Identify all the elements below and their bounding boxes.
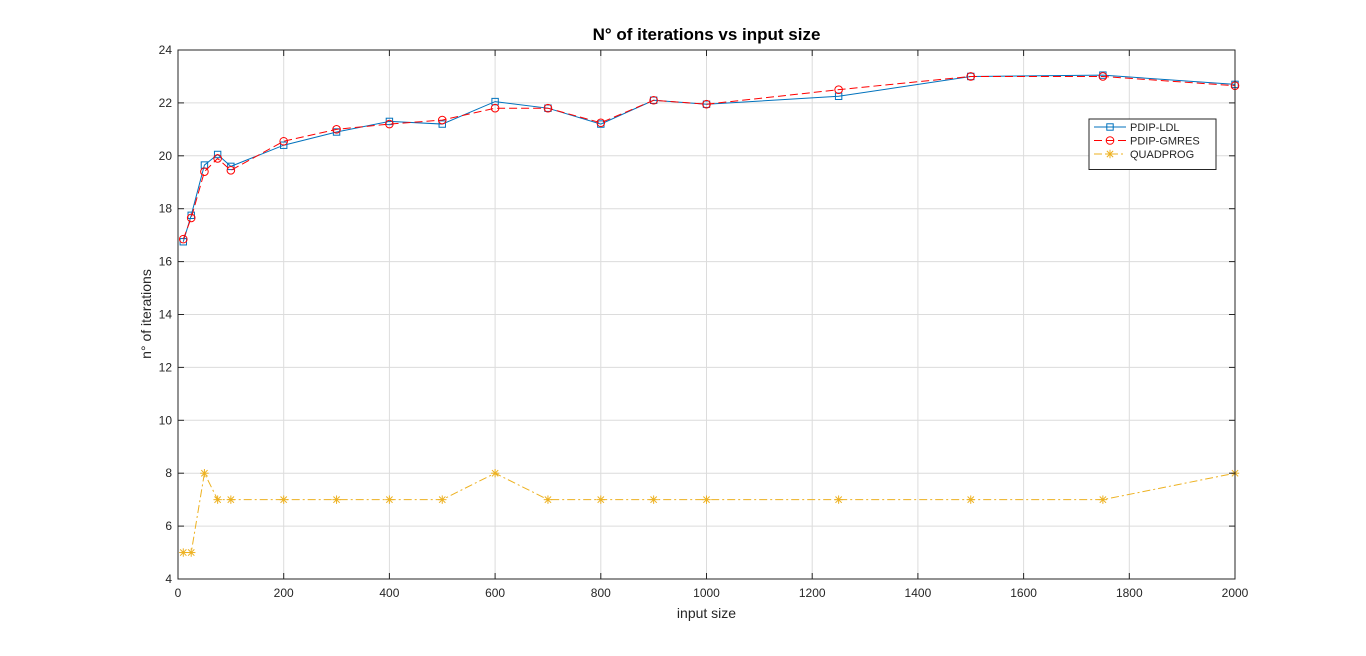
legend-pdip-ldl-item: PDIP-LDL bbox=[1094, 122, 1180, 134]
series-quadprog-point-marker bbox=[385, 495, 394, 504]
series-pdip-ldl bbox=[179, 71, 1239, 246]
series-pdip-gmres-point-marker bbox=[178, 234, 188, 244]
series-pdip-gmres-point-marker bbox=[385, 119, 394, 129]
legend-quadprog-swatch-marker bbox=[1105, 149, 1115, 159]
legend-quadprog-label: QUADPROG bbox=[1130, 149, 1194, 161]
series-pdip-ldl-point-marker bbox=[227, 162, 235, 171]
series-pdip-ldl-point-marker bbox=[280, 141, 288, 149]
chart-title: N° of iterations vs input size bbox=[593, 25, 821, 44]
y-tick-label: 10 bbox=[159, 413, 173, 427]
series-quadprog-point-marker bbox=[966, 495, 975, 504]
x-tick-label: 1600 bbox=[1010, 586, 1037, 600]
x-tick-label: 2000 bbox=[1222, 586, 1249, 600]
legend-pdip-ldl-swatch-marker bbox=[1106, 123, 1114, 131]
series-quadprog-point-marker bbox=[226, 495, 236, 504]
series-quadprog-point-marker bbox=[213, 495, 222, 504]
series-pdip-gmres-point-marker bbox=[543, 103, 553, 113]
y-tick-label: 12 bbox=[159, 360, 173, 374]
series-quadprog-point-marker bbox=[490, 469, 500, 478]
series-quadprog-point-marker bbox=[834, 495, 843, 504]
series-pdip-gmres-point-marker bbox=[279, 136, 289, 146]
tick-labels: 0 200 400 600 800 1000 1200 1400 1600 1800 2000 4 6 8… bbox=[159, 43, 1249, 600]
x-tick-label: 200 bbox=[274, 586, 294, 600]
y-axis-label: n° of iterations bbox=[138, 269, 154, 359]
x-axis-label: input size bbox=[677, 605, 736, 621]
y-tick-label: 18 bbox=[159, 202, 173, 216]
series-pdip-gmres-line bbox=[182, 75, 1236, 240]
x-tick-label: 600 bbox=[485, 586, 505, 600]
y-tick-label: 4 bbox=[165, 572, 172, 586]
x-tick-label: 800 bbox=[591, 586, 611, 600]
series-pdip-gmres-point-marker bbox=[490, 103, 500, 113]
series-pdip-gmres-point-marker bbox=[213, 154, 222, 163]
x-tick-label: 1400 bbox=[905, 586, 932, 600]
series-pdip-ldl-point-marker bbox=[213, 150, 222, 159]
series-pdip-gmres-point-marker bbox=[966, 72, 976, 81]
series-quadprog-point-marker bbox=[649, 495, 658, 504]
legend-pdip-gmres-item: PDIP-GMRES bbox=[1094, 136, 1200, 148]
series-quadprog-point-marker bbox=[543, 495, 553, 504]
legend-pdip-gmres-swatch-marker bbox=[1105, 136, 1115, 145]
axes bbox=[177, 49, 1236, 580]
series-pdip-gmres-point-marker bbox=[226, 166, 236, 175]
series-pdip-gmres-point-marker bbox=[649, 95, 658, 105]
series-quadprog-point-marker bbox=[279, 495, 288, 504]
series-pdip-gmres-point-marker bbox=[332, 125, 341, 134]
series-quadprog-point-marker bbox=[596, 495, 605, 504]
series-pdip-gmres-point-marker bbox=[200, 167, 209, 176]
series-quadprog-point-marker bbox=[179, 548, 188, 557]
y-tick-label: 22 bbox=[159, 96, 173, 110]
series-quadprog-line bbox=[183, 471, 1236, 554]
series-quadprog bbox=[179, 469, 1240, 557]
y-tick-label: 6 bbox=[165, 519, 172, 533]
series-pdip-gmres-point-marker bbox=[437, 115, 447, 125]
x-tick-label: 1000 bbox=[693, 586, 720, 600]
y-tick-label: 8 bbox=[165, 466, 172, 480]
series-quadprog-point-marker bbox=[187, 548, 196, 557]
series-quadprog-point-marker bbox=[1098, 495, 1108, 504]
series-pdip-gmres-point-marker bbox=[596, 118, 606, 128]
series-pdip-gmres-point-marker bbox=[186, 213, 196, 223]
y-tick-label: 16 bbox=[159, 255, 173, 269]
legend-pdip-gmres-label: PDIP-GMRES bbox=[1130, 136, 1200, 148]
series-pdip-ldl-point-marker bbox=[544, 104, 552, 112]
legend-pdip-ldl-label: PDIP-LDL bbox=[1130, 122, 1180, 134]
series-quadprog-point-marker bbox=[438, 495, 447, 504]
x-tick-label: 400 bbox=[379, 586, 399, 600]
y-tick-label: 20 bbox=[159, 149, 173, 163]
series-pdip-ldl-point-marker bbox=[649, 96, 658, 104]
x-tick-label: 1800 bbox=[1116, 586, 1143, 600]
series-quadprog-point-marker bbox=[702, 495, 711, 504]
x-tick-label: 1200 bbox=[799, 586, 826, 600]
y-tick-label: 14 bbox=[159, 308, 173, 322]
y-tick-label: 24 bbox=[159, 43, 173, 57]
series-pdip-ldl-line bbox=[182, 74, 1236, 242]
series-quadprog-point-marker bbox=[332, 495, 341, 504]
series-pdip-ldl-point-marker bbox=[438, 120, 446, 128]
series-pdip-gmres-point-marker bbox=[1098, 72, 1108, 81]
series-pdip-gmres-point-marker bbox=[834, 85, 843, 94]
series-pdip-gmres-point-marker bbox=[702, 99, 711, 109]
series-quadprog-point-marker bbox=[200, 469, 209, 478]
x-tick-label: 0 bbox=[175, 586, 182, 600]
legend-quadprog-item: QUADPROG bbox=[1094, 149, 1194, 161]
